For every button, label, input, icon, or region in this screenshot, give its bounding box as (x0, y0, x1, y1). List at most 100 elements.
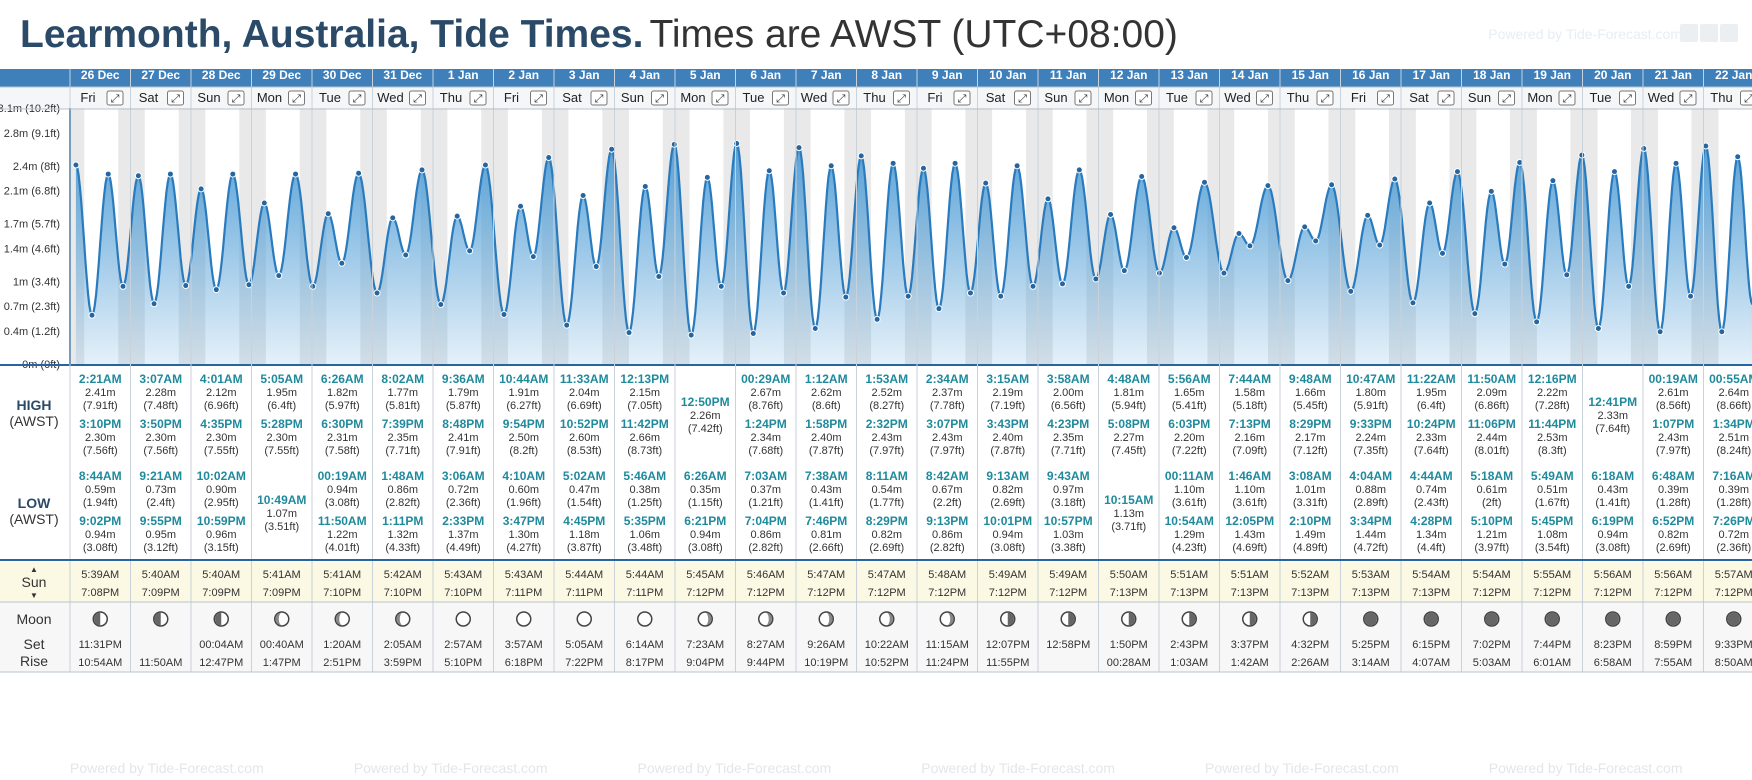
expand-day-button[interactable] (590, 90, 608, 106)
moon-label: Moon (16, 611, 51, 627)
expand-icon[interactable]: ⤢ (1018, 93, 1027, 105)
expand-icon[interactable]: ⤢ (111, 93, 120, 105)
expand-day-button[interactable] (288, 90, 305, 106)
tide-point (1058, 280, 1066, 288)
expand-icon[interactable]: ⤢ (776, 93, 785, 105)
high-tide-height-m: 1.91m (508, 387, 539, 399)
high-tide-height-m: 2.20m (1174, 432, 1205, 444)
expand-day-button[interactable] (1014, 90, 1031, 106)
expand-icon[interactable]: ⤢ (1200, 93, 1209, 105)
expand-icon[interactable]: ⤢ (1502, 93, 1511, 105)
low-tide-height-m: 0.86m (932, 529, 963, 541)
expand-icon[interactable]: ⤢ (1260, 93, 1269, 105)
low-tide-height-ft: (4.27ft) (506, 542, 541, 554)
y-tick-label: 1m (3.4ft) (13, 276, 60, 288)
sunset-time: 7:08PM (81, 587, 119, 599)
day-weekday-label: Sun (197, 90, 220, 105)
expand-icon[interactable]: ⤢ (897, 93, 906, 105)
expand-icon[interactable]: ⤢ (1684, 93, 1693, 105)
expand-icon[interactable]: ⤢ (958, 93, 967, 105)
expand-day-button[interactable] (1619, 90, 1636, 106)
expand-icon[interactable]: ⤢ (232, 93, 241, 105)
tide-point (1013, 162, 1021, 170)
expand-day-button[interactable] (1437, 90, 1455, 106)
day-date-label: 15 Jan (1292, 69, 1329, 82)
tide-point (1578, 151, 1586, 159)
expand-day-button[interactable] (1740, 90, 1752, 106)
expand-day-button[interactable] (1679, 90, 1697, 106)
expand-icon[interactable]: ⤢ (837, 93, 846, 105)
expand-day-button[interactable] (1377, 90, 1394, 106)
low-tide-height-ft: (3.08ft) (1595, 542, 1630, 554)
low-tide-time: 7:16AM (1712, 469, 1752, 483)
low-tide-height-ft: (4.69ft) (1232, 542, 1267, 554)
expand-icon[interactable]: ⤢ (1623, 93, 1632, 105)
expand-day-button[interactable] (1135, 90, 1152, 106)
expand-day-button[interactable] (893, 90, 910, 106)
tide-point (733, 140, 741, 148)
high-tide-height-m: 1.66m (1295, 387, 1326, 399)
tide-point (182, 282, 190, 290)
expand-icon[interactable]: ⤢ (716, 93, 725, 105)
expand-icon[interactable]: ⤢ (292, 93, 301, 105)
expand-icon[interactable]: ⤢ (171, 93, 180, 105)
expand-day-button[interactable] (953, 90, 971, 106)
expand-day-button[interactable] (651, 90, 668, 106)
low-tide-height-m: 0.61m (1476, 484, 1507, 496)
low-tide-time: 7:26PM (1713, 514, 1752, 528)
tide-point (579, 192, 587, 200)
low-tide-time: 5:10PM (1471, 514, 1513, 528)
expand-day-button[interactable] (348, 90, 366, 106)
expand-icon[interactable]: ⤢ (595, 93, 604, 105)
day-weekday-label: Mon (680, 90, 705, 105)
expand-icon[interactable]: ⤢ (534, 93, 543, 105)
moon-shadow-icon (1189, 612, 1196, 626)
expand-day-button[interactable] (772, 90, 789, 106)
high-tide-time: 2:21AM (79, 372, 122, 386)
expand-day-button[interactable] (1316, 90, 1334, 106)
expand-day-button[interactable] (167, 90, 184, 106)
low-tide-height-m: 0.59m (85, 484, 116, 496)
expand-day-button[interactable] (1558, 90, 1576, 106)
expand-icon[interactable]: ⤢ (1442, 93, 1451, 105)
low-tide-height-ft: (3.48ft) (627, 542, 662, 554)
expand-day-button[interactable] (106, 90, 124, 106)
low-tide-height-m: 0.94m (992, 529, 1023, 541)
expand-icon[interactable]: ⤢ (1079, 93, 1088, 105)
moonset-time: 12:58PM (1046, 639, 1090, 651)
high-tide-height-m: 2.30m (85, 432, 116, 444)
expand-icon[interactable]: ⤢ (655, 93, 664, 105)
expand-day-button[interactable] (832, 90, 850, 106)
high-tide-height-m: 1.95m (1416, 387, 1447, 399)
low-tide-height-ft: (4.23ft) (1172, 542, 1207, 554)
expand-day-button[interactable] (1256, 90, 1273, 106)
expand-icon[interactable]: ⤢ (1139, 93, 1148, 105)
expand-icon[interactable]: ⤢ (474, 93, 483, 105)
high-tide-height-m: 2.62m (811, 387, 842, 399)
low-tide-height-m: 0.94m (85, 529, 116, 541)
watermark-text: Powered by Tide-Forecast.com (70, 760, 264, 776)
expand-icon[interactable]: ⤢ (1744, 93, 1752, 105)
expand-icon[interactable]: ⤢ (353, 93, 362, 105)
expand-day-button[interactable] (409, 90, 426, 106)
expand-icon[interactable]: ⤢ (1321, 93, 1330, 105)
expand-icon[interactable]: ⤢ (413, 93, 422, 105)
expand-day-button[interactable] (530, 90, 547, 106)
moonset-time: 5:05AM (565, 639, 603, 651)
low-tide-height-m: 0.72m (448, 484, 479, 496)
high-tide-height-ft: (7.28ft) (1535, 400, 1570, 412)
expand-day-button[interactable] (1498, 90, 1515, 106)
expand-day-button[interactable] (227, 90, 245, 106)
low-tide-time: 7:38AM (805, 469, 848, 483)
expand-day-button[interactable] (1195, 90, 1213, 106)
low-tide-time: 8:42AM (926, 469, 969, 483)
high-tide-time: 8:02AM (381, 372, 424, 386)
expand-day-button[interactable] (469, 90, 487, 106)
high-tide-height-ft: (8.2ft) (509, 445, 538, 457)
expand-icon[interactable]: ⤢ (1563, 93, 1572, 105)
expand-day-button[interactable] (1074, 90, 1092, 106)
high-tide-height-m: 2.00m (1053, 387, 1084, 399)
expand-icon[interactable]: ⤢ (1381, 93, 1390, 105)
expand-day-button[interactable] (711, 90, 729, 106)
high-tide-height-ft: (7.87ft) (990, 445, 1025, 457)
